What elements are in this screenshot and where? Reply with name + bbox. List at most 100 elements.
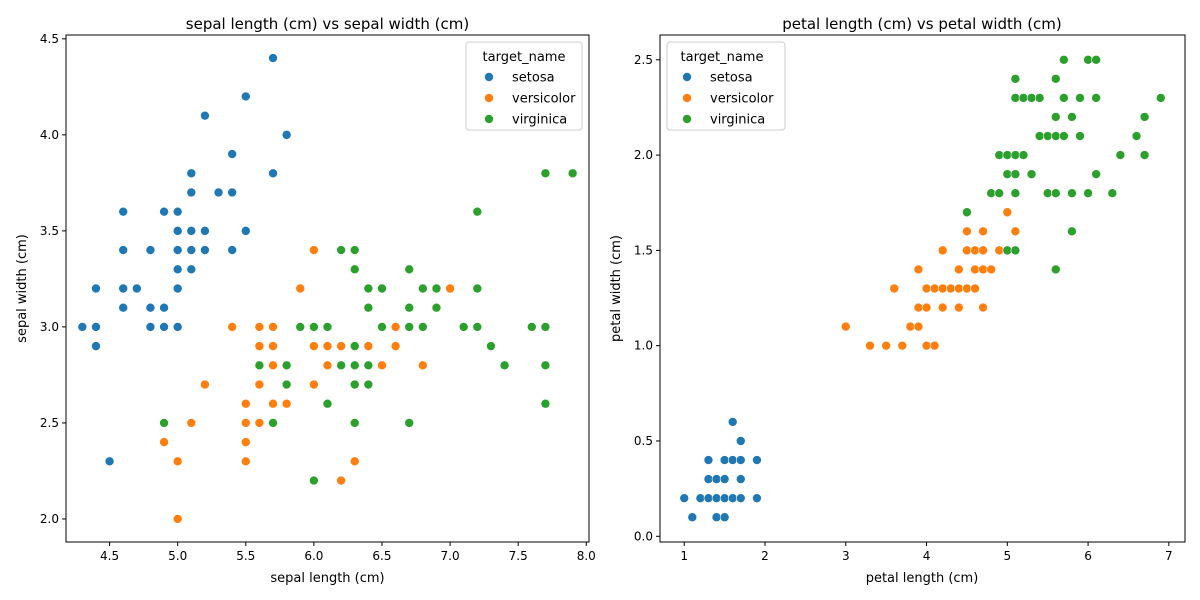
sepal-point-virginica <box>363 302 374 313</box>
sepal-point-virginica <box>472 206 483 217</box>
petal-legend-marker-virginica <box>682 114 692 124</box>
petal-point-virginica <box>1042 188 1053 198</box>
petal-x-tick-label: 1 <box>680 549 688 563</box>
petal-point-virginica <box>1091 54 1101 65</box>
sepal-point-versicolor <box>240 456 251 467</box>
petal-point-virginica <box>1139 112 1150 122</box>
petal-x-tick-label: 2 <box>761 549 769 563</box>
petal-point-virginica <box>1010 150 1021 160</box>
petal-point-setosa <box>711 512 722 523</box>
petal-x-tick-label: 4 <box>923 549 931 563</box>
sepal-point-setosa <box>132 283 142 294</box>
sepal-point-versicolor <box>349 456 360 467</box>
sepal-point-setosa <box>240 226 251 236</box>
sepal-point-setosa <box>145 245 156 255</box>
petal-point-versicolor <box>881 340 891 351</box>
petal-point-setosa <box>735 493 746 503</box>
petal-point-setosa <box>752 455 762 465</box>
petal-point-virginica <box>1083 54 1093 65</box>
petal-point-virginica <box>1026 93 1037 103</box>
petal-point-versicolor <box>945 283 956 294</box>
petal-point-virginica <box>1059 131 1069 141</box>
sepal-x-tick-label: 7.0 <box>441 549 460 563</box>
sepal-point-setosa <box>91 341 101 351</box>
petal-point-versicolor <box>913 302 924 313</box>
sepal-point-versicolor <box>309 341 319 351</box>
sepal-point-setosa <box>118 283 129 294</box>
sepal-x-tick-label: 6.5 <box>372 549 391 563</box>
sepal-y-tick-label: 3.0 <box>40 320 59 334</box>
petal-point-versicolor <box>978 226 988 237</box>
sepal-point-virginica <box>254 360 265 371</box>
sepal-point-setosa <box>200 226 210 236</box>
sepal-point-setosa <box>186 264 197 275</box>
sepal-point-versicolor <box>254 322 265 332</box>
sepal-point-versicolor <box>172 514 183 524</box>
petal-point-virginica <box>1010 188 1021 198</box>
petal-point-setosa <box>727 455 738 465</box>
petal-point-versicolor <box>840 321 851 332</box>
petal-point-setosa <box>703 455 714 465</box>
petal-point-virginica <box>1034 131 1045 141</box>
sepal-point-setosa <box>118 206 129 217</box>
petal-point-versicolor <box>978 245 988 256</box>
petal-legend-marker-setosa <box>682 72 692 82</box>
sepal-point-setosa <box>118 302 129 313</box>
sepal-point-virginica <box>418 322 428 332</box>
sepal-legend-marker-versicolor <box>484 93 494 103</box>
sepal-point-setosa <box>172 226 183 236</box>
petal-point-virginica <box>1059 93 1069 103</box>
petal-point-virginica <box>1050 188 1061 198</box>
sepal-point-setosa <box>240 91 251 102</box>
sepal-point-setosa <box>186 187 197 198</box>
sepal-scatter-panel: sepal length (cm) vs sepal width (cm) 4.… <box>15 15 596 586</box>
sepal-y-tick-label: 4.5 <box>40 32 59 46</box>
petal-point-versicolor <box>937 245 948 256</box>
petal-legend-box <box>666 41 786 131</box>
petal-point-setosa <box>687 512 698 523</box>
sepal-point-virginica <box>499 360 510 371</box>
sepal-point-versicolor <box>254 341 265 351</box>
petal-point-virginica <box>994 150 1005 160</box>
petal-point-versicolor <box>962 245 972 256</box>
sepal-legend-label-setosa: setosa <box>512 71 555 86</box>
petal-y-tick-label: 2.5 <box>634 53 653 67</box>
sepal-point-virginica <box>363 379 374 390</box>
sepal-point-versicolor <box>418 360 428 371</box>
petal-point-virginica <box>1067 112 1077 122</box>
sepal-point-setosa <box>145 322 156 332</box>
petal-point-virginica <box>1002 150 1013 160</box>
sepal-point-virginica <box>540 398 551 409</box>
sepal-point-virginica <box>349 245 360 255</box>
petal-points <box>679 54 1166 523</box>
sepal-point-versicolor <box>254 379 265 390</box>
sepal-x-tick-label: 7.5 <box>509 549 528 563</box>
petal-point-setosa <box>711 474 722 484</box>
sepal-x-tick-label: 6.0 <box>304 549 323 563</box>
sepal-point-virginica <box>377 283 387 294</box>
sepal-point-versicolor <box>268 341 278 351</box>
petal-point-virginica <box>1091 169 1101 179</box>
sepal-point-setosa <box>91 322 101 332</box>
sepal-y-tick-label: 3.5 <box>40 224 59 238</box>
petal-x-tick-label: 7 <box>1165 549 1173 563</box>
sepal-point-virginica <box>268 418 278 428</box>
petal-point-virginica <box>1059 54 1069 65</box>
sepal-point-versicolor <box>159 437 169 447</box>
sepal-point-versicolor <box>268 322 278 332</box>
sepal-point-setosa <box>145 302 156 313</box>
petal-point-virginica <box>1131 131 1142 141</box>
sepal-point-versicolor <box>268 360 278 371</box>
petal-x-tick-label: 5 <box>1003 549 1011 563</box>
sepal-y-tick-label: 2.0 <box>40 512 59 526</box>
petal-point-virginica <box>1067 226 1077 237</box>
petal-point-virginica <box>1002 245 1013 256</box>
petal-ticks: 1 2 3 4 5 6 7 0.0 0.5 1.0 1.5 2.0 2.5 <box>634 53 1173 563</box>
petal-point-versicolor <box>978 264 988 275</box>
sepal-point-setosa <box>268 168 278 179</box>
sepal-point-virginica <box>404 322 415 332</box>
petal-x-axis-label: petal length (cm) <box>866 571 979 586</box>
petal-point-virginica <box>1050 264 1061 275</box>
sepal-point-setosa <box>159 302 169 313</box>
